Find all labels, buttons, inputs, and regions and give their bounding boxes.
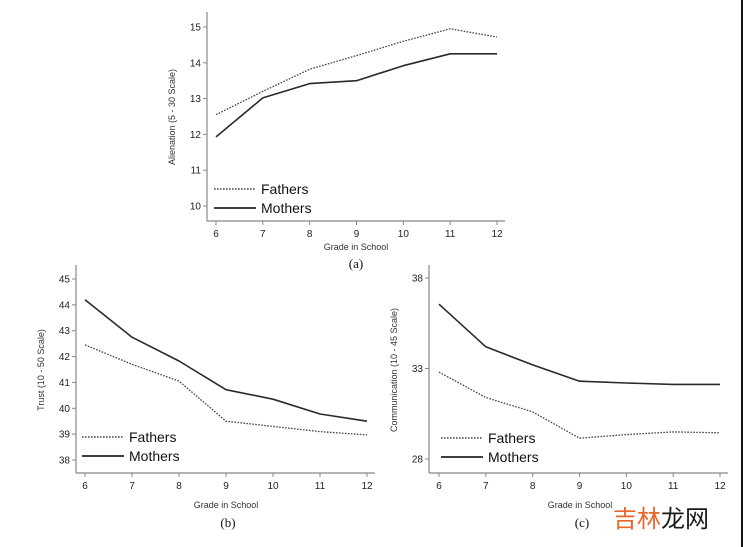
chart-b-ytick-label: 40 xyxy=(59,404,71,415)
chart-a-xlabel: Grade in School xyxy=(324,242,389,252)
chart-c-ytick-label: 28 xyxy=(412,455,424,466)
chart-a-xtick-label: 6 xyxy=(213,229,219,240)
chart-b-xtick-label: 7 xyxy=(129,481,135,492)
chart-a-xtick-label: 7 xyxy=(260,229,266,240)
chart-a-ytick-label: 15 xyxy=(190,23,202,34)
chart-c-series-mothers xyxy=(438,303,720,386)
chart-a-series-fathers xyxy=(215,28,498,116)
chart-a-xtick-label: 10 xyxy=(398,229,410,240)
chart-b-ytick-label: 42 xyxy=(59,352,71,363)
chart-b-ylabel: Trust (10 - 50 Scale) xyxy=(36,329,46,411)
chart-b-ytick-label: 39 xyxy=(59,430,71,441)
chart-a-xtick-label: 12 xyxy=(491,229,503,240)
chart-c-xlabel: Grade in School xyxy=(548,500,613,510)
chart-b-ytick-label: 38 xyxy=(59,456,71,467)
watermark-part2: 龙网 xyxy=(661,505,709,533)
chart-c-ytick-label: 33 xyxy=(412,364,424,375)
chart-c-xtick-label: 11 xyxy=(668,481,679,492)
chart-b-ytick-label: 43 xyxy=(59,326,71,337)
chart-c-panel-label: (c) xyxy=(575,515,589,530)
chart-a-xtick-label: 11 xyxy=(445,229,456,240)
right-border xyxy=(741,0,743,547)
chart-b-xtick-label: 12 xyxy=(361,481,373,492)
chart-b-legend-label-mothers: Mothers xyxy=(129,448,180,464)
chart-b-series-fathers xyxy=(84,344,368,436)
chart-c-series-fathers xyxy=(438,371,721,439)
chart-c-xtick-label: 9 xyxy=(577,481,583,492)
chart-c-legend-label-mothers: Mothers xyxy=(488,449,539,465)
chart-c-xtick-label: 6 xyxy=(436,481,442,492)
chart-b: Trust (10 - 50 Scale) Grade in School (b… xyxy=(36,265,375,530)
chart-b-xtick-label: 9 xyxy=(223,481,229,492)
chart-c-xtick-label: 8 xyxy=(530,481,536,492)
watermark-part1: 吉林 xyxy=(613,505,661,533)
chart-a-ylabel: Alienation (5 - 30 Scale) xyxy=(167,69,177,165)
chart-c-ylabel: Communication (10 - 45 Scale) xyxy=(389,308,399,432)
chart-c-xtick-label: 7 xyxy=(483,481,489,492)
chart-a: Alienation (5 - 30 Scale) Grade in Schoo… xyxy=(167,12,505,271)
chart-b-legend-label-fathers: Fathers xyxy=(129,429,176,445)
chart-c-ytick-label: 38 xyxy=(412,274,424,285)
chart-a-ytick-label: 12 xyxy=(190,130,202,141)
chart-b-series-mothers xyxy=(84,299,368,422)
chart-b-ytick-label: 41 xyxy=(59,378,71,389)
chart-a-ytick-label: 14 xyxy=(190,58,202,69)
chart-b-xtick-label: 10 xyxy=(267,481,279,492)
chart-b-xtick-label: 6 xyxy=(82,481,88,492)
chart-a-ytick-label: 10 xyxy=(190,202,202,213)
chart-a-series-mothers xyxy=(215,52,497,138)
chart-b-panel-label: (b) xyxy=(220,515,235,530)
watermark: 吉林龙网 xyxy=(613,499,709,534)
chart-c-xtick-label: 12 xyxy=(714,481,726,492)
chart-b-xlabel: Grade in School xyxy=(194,500,259,510)
chart-a-ytick-label: 13 xyxy=(190,94,202,105)
chart-a-xtick-label: 9 xyxy=(354,229,360,240)
chart-a-panel-label: (a) xyxy=(349,256,363,271)
chart-b-xtick-label: 8 xyxy=(176,481,182,492)
chart-a-ytick-label: 11 xyxy=(191,166,202,177)
chart-a-xtick-label: 8 xyxy=(307,229,313,240)
chart-c: Communication (10 - 45 Scale) Grade in S… xyxy=(389,265,728,530)
chart-c-legend-label-fathers: Fathers xyxy=(488,430,535,446)
chart-b-ytick-label: 45 xyxy=(59,275,71,286)
chart-a-legend-label-mothers: Mothers xyxy=(261,200,312,216)
chart-a-legend-label-fathers: Fathers xyxy=(261,181,308,197)
chart-b-xtick-label: 11 xyxy=(315,481,326,492)
chart-b-ytick-label: 44 xyxy=(59,300,71,311)
chart-c-xtick-label: 10 xyxy=(621,481,633,492)
